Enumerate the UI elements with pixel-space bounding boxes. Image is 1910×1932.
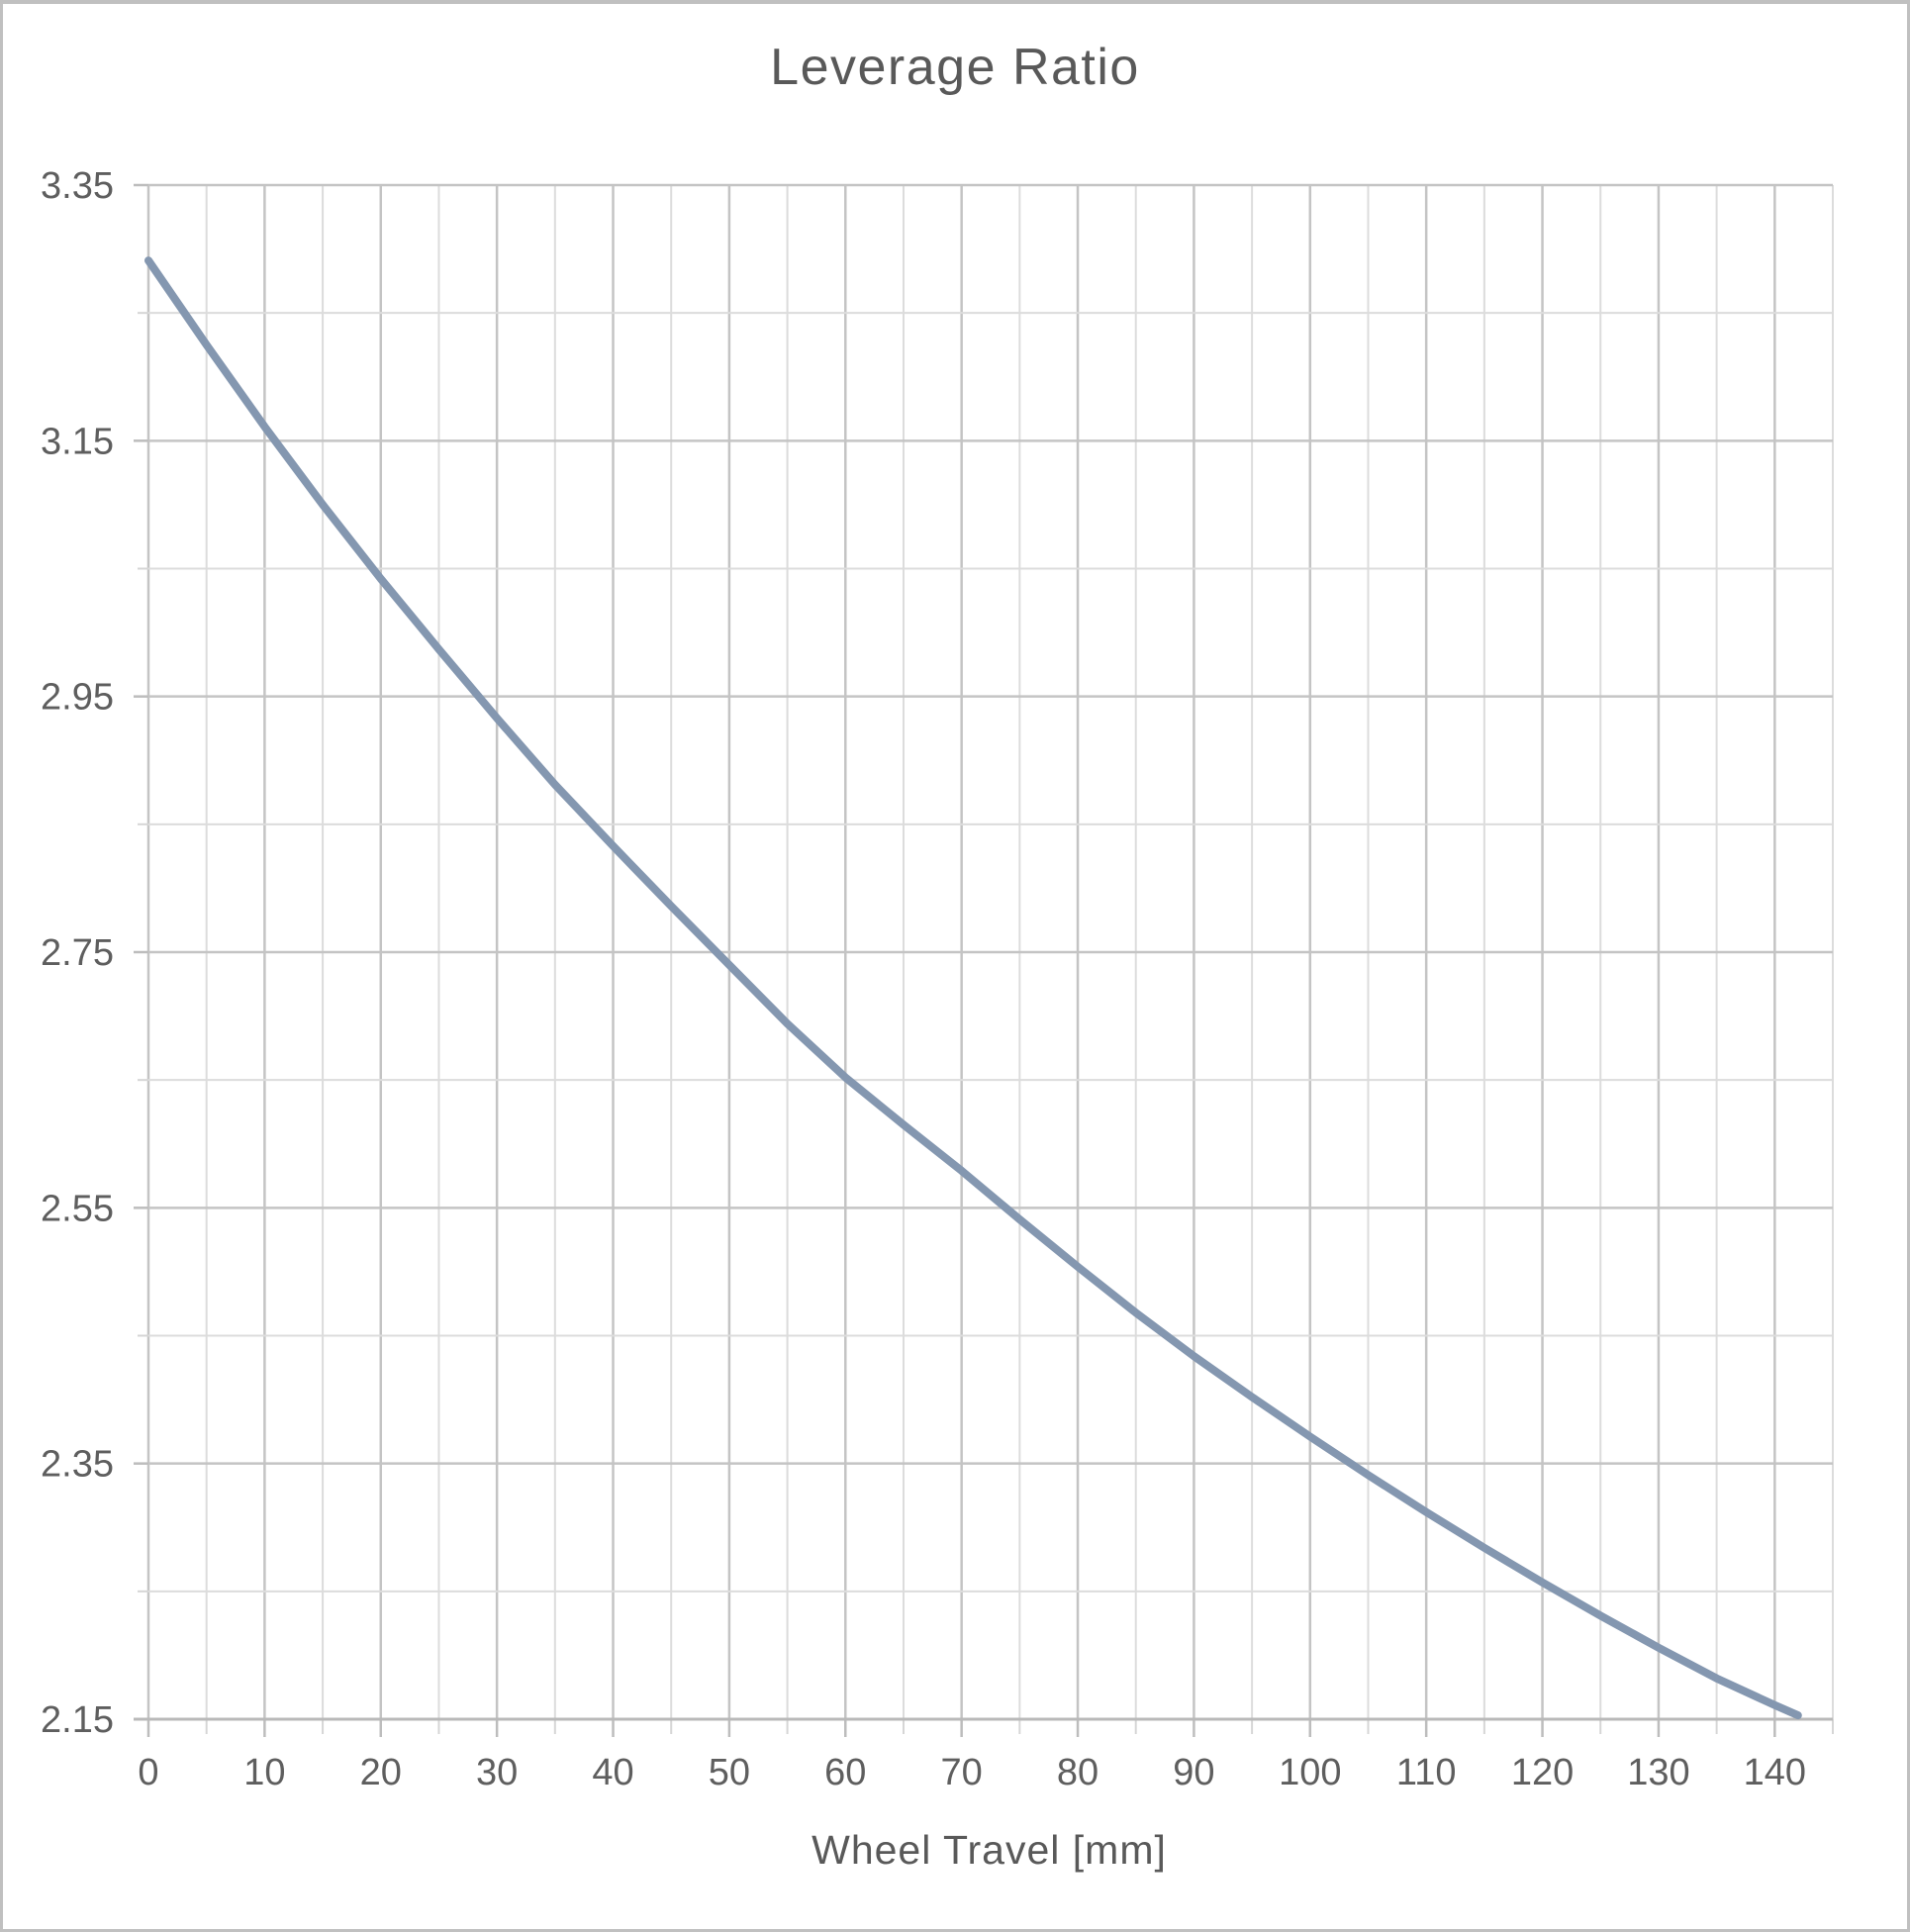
x-axis-title: Wheel Travel [mm] [812,1827,1167,1873]
x-tick-label: 80 [1057,1752,1098,1793]
x-tick-label: 120 [1511,1752,1574,1793]
y-tick-label: 3.15 [41,421,114,462]
x-tick-label: 90 [1173,1752,1214,1793]
y-tick-label: 3.35 [41,165,114,207]
y-tick-label: 2.15 [41,1699,114,1741]
x-tick-label: 130 [1627,1752,1689,1793]
x-tick-label: 50 [709,1752,750,1793]
x-tick-label: 140 [1744,1752,1806,1793]
x-tick-label: 10 [243,1752,285,1793]
y-tick-label: 2.35 [41,1444,114,1486]
leverage-ratio-line [144,256,1802,1720]
y-tick-label: 2.55 [41,1188,114,1229]
x-tick-label: 40 [592,1752,633,1793]
x-tick-label: 110 [1396,1752,1457,1793]
x-tick-label: 100 [1279,1752,1341,1793]
x-tick-label: 70 [941,1752,983,1793]
y-tick-label: 2.75 [41,932,114,974]
x-tick-label: 60 [824,1752,866,1793]
x-tick-label: 20 [360,1752,402,1793]
x-tick-label: 0 [138,1752,158,1793]
x-tick-label: 30 [476,1752,518,1793]
y-tick-label: 2.95 [41,677,114,719]
plot-area: 0 10 20 30 40 50 60 70 80 90 100 110 120 130 140 3.35 3.… [41,165,1834,1793]
chart-title: Leverage Ratio [770,39,1140,96]
